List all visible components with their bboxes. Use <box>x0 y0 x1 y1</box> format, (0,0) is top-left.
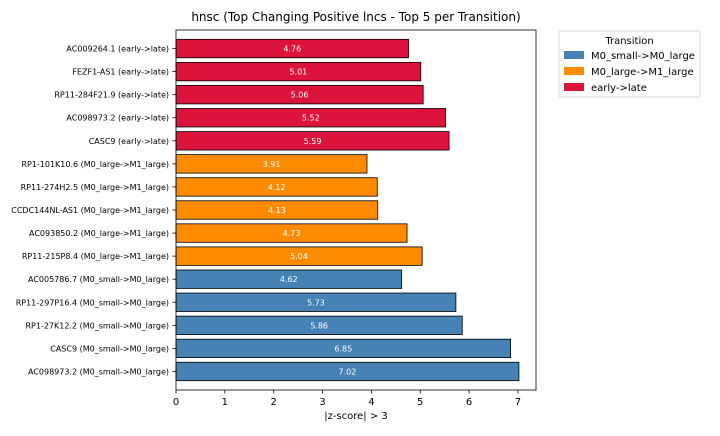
y-tick-label: RP11-274H2.5 (M0_large->M1_large) <box>21 183 169 192</box>
y-tick-label: AC093850.2 (M0_large->M1_large) <box>29 229 169 238</box>
bar-group: 4.76 <box>175 38 409 59</box>
bar-group: 5.06 <box>175 85 424 105</box>
y-tick-label: AC098973.2 (M0_small->M0_large) <box>28 367 169 376</box>
bar-value-label: 4.12 <box>268 183 286 192</box>
bar-value-label: 4.62 <box>280 275 298 284</box>
bar-value-label: 5.59 <box>304 137 322 146</box>
bar-group: 5.86 <box>175 315 463 335</box>
bar-group: 5.01 <box>175 61 422 82</box>
chart-title: hnsc (Top Changing Positive lncs - Top 5… <box>191 10 520 24</box>
bar-value-label: 3.91 <box>263 160 281 169</box>
bar-value-label: 5.06 <box>291 91 309 100</box>
x-tick-label: 6 <box>466 397 472 408</box>
y-tick-label: CASC9 (M0_small->M0_large) <box>50 344 169 353</box>
legend: Transition M0_small->M0_large M0_large->M1… <box>558 30 701 98</box>
legend-entry: M0_small->M0_large <box>564 51 695 62</box>
y-tick-label: RP11-284F21.9 (early->late) <box>54 91 169 100</box>
x-axis-label: |z-score| > 3 <box>324 411 388 422</box>
legend-box <box>558 30 701 98</box>
bar-group: 7.02 <box>175 361 520 382</box>
bar-value-label: 5.04 <box>290 252 308 261</box>
bar-value-label: 4.73 <box>283 229 301 238</box>
bar-group: 4.73 <box>175 223 408 243</box>
legend-label: early->late <box>591 83 647 94</box>
axes-layer: AC009264.1 (early->late) FEZF1-AS1 (early… <box>11 29 537 408</box>
x-tick-label: 5 <box>417 397 423 408</box>
x-tick-label: 1 <box>222 397 228 408</box>
y-tick-label: AC098973.2 (early->late) <box>66 114 169 123</box>
legend-label: M0_large->M1_large <box>591 67 694 78</box>
legend-entry: M0_large->M1_large <box>564 67 694 78</box>
y-tick-label: FEZF1-AS1 (early->late) <box>72 68 169 77</box>
bar-value-label: 5.01 <box>289 68 307 77</box>
bar-value-label: 5.73 <box>307 298 325 307</box>
legend-swatch <box>564 67 584 75</box>
x-tick-label: 4 <box>368 397 374 408</box>
bar-group: 5.04 <box>175 246 423 266</box>
bar-value-label: 7.02 <box>339 367 357 376</box>
y-tick-label: RP11-297P16.4 (M0_small->M0_large) <box>16 298 169 307</box>
bar-value-label: 4.76 <box>283 45 301 54</box>
legend-swatch <box>564 83 584 91</box>
bars-layer: 4.76 5.01 5.06 5.52 5.59 3.91 4.12 4.13 4.73 5.04… <box>175 38 520 382</box>
bar-group: 4.12 <box>175 177 378 197</box>
y-tick-label: RP1-101K10.6 (M0_large->M1_large) <box>21 160 169 169</box>
plot-frame <box>175 29 537 391</box>
bar-value-label: 6.85 <box>334 344 352 353</box>
y-tick-label: CCDC144NL-AS1 (M0_large->M1_large) <box>11 206 169 215</box>
y-tick-label: CASC9 (early->late) <box>89 137 169 146</box>
y-tick-label: RP11-215P8.4 (M0_large->M1_large) <box>22 252 169 261</box>
legend-swatch <box>564 51 584 59</box>
bar-group: 5.52 <box>175 108 447 128</box>
bar-group: 5.73 <box>175 292 457 312</box>
bar-group: 4.62 <box>175 269 403 289</box>
x-tick-label: 3 <box>319 397 325 408</box>
legend-entry: early->late <box>564 83 647 94</box>
y-tick-label: AC009264.1 (early->late) <box>66 45 169 54</box>
x-tick-label: 0 <box>173 397 179 408</box>
bar-group: 3.91 <box>175 154 368 174</box>
legend-label: M0_small->M0_large <box>591 51 695 62</box>
bar-value-label: 5.52 <box>302 114 320 123</box>
bar-group: 4.13 <box>175 200 379 220</box>
x-tick-label: 7 <box>515 397 521 408</box>
y-tick-label: AC005786.7 (M0_small->M0_large) <box>28 275 169 284</box>
bar-group: 6.85 <box>175 338 512 359</box>
y-tick-label: RP1-27K12.2 (M0_small->M0_large) <box>25 321 169 330</box>
x-tick-label: 2 <box>271 397 277 408</box>
bar-value-label: 4.13 <box>268 206 286 215</box>
legend-title: Transition <box>604 36 653 47</box>
bar-value-label: 5.86 <box>310 321 328 330</box>
bar-group: 5.59 <box>175 131 450 151</box>
